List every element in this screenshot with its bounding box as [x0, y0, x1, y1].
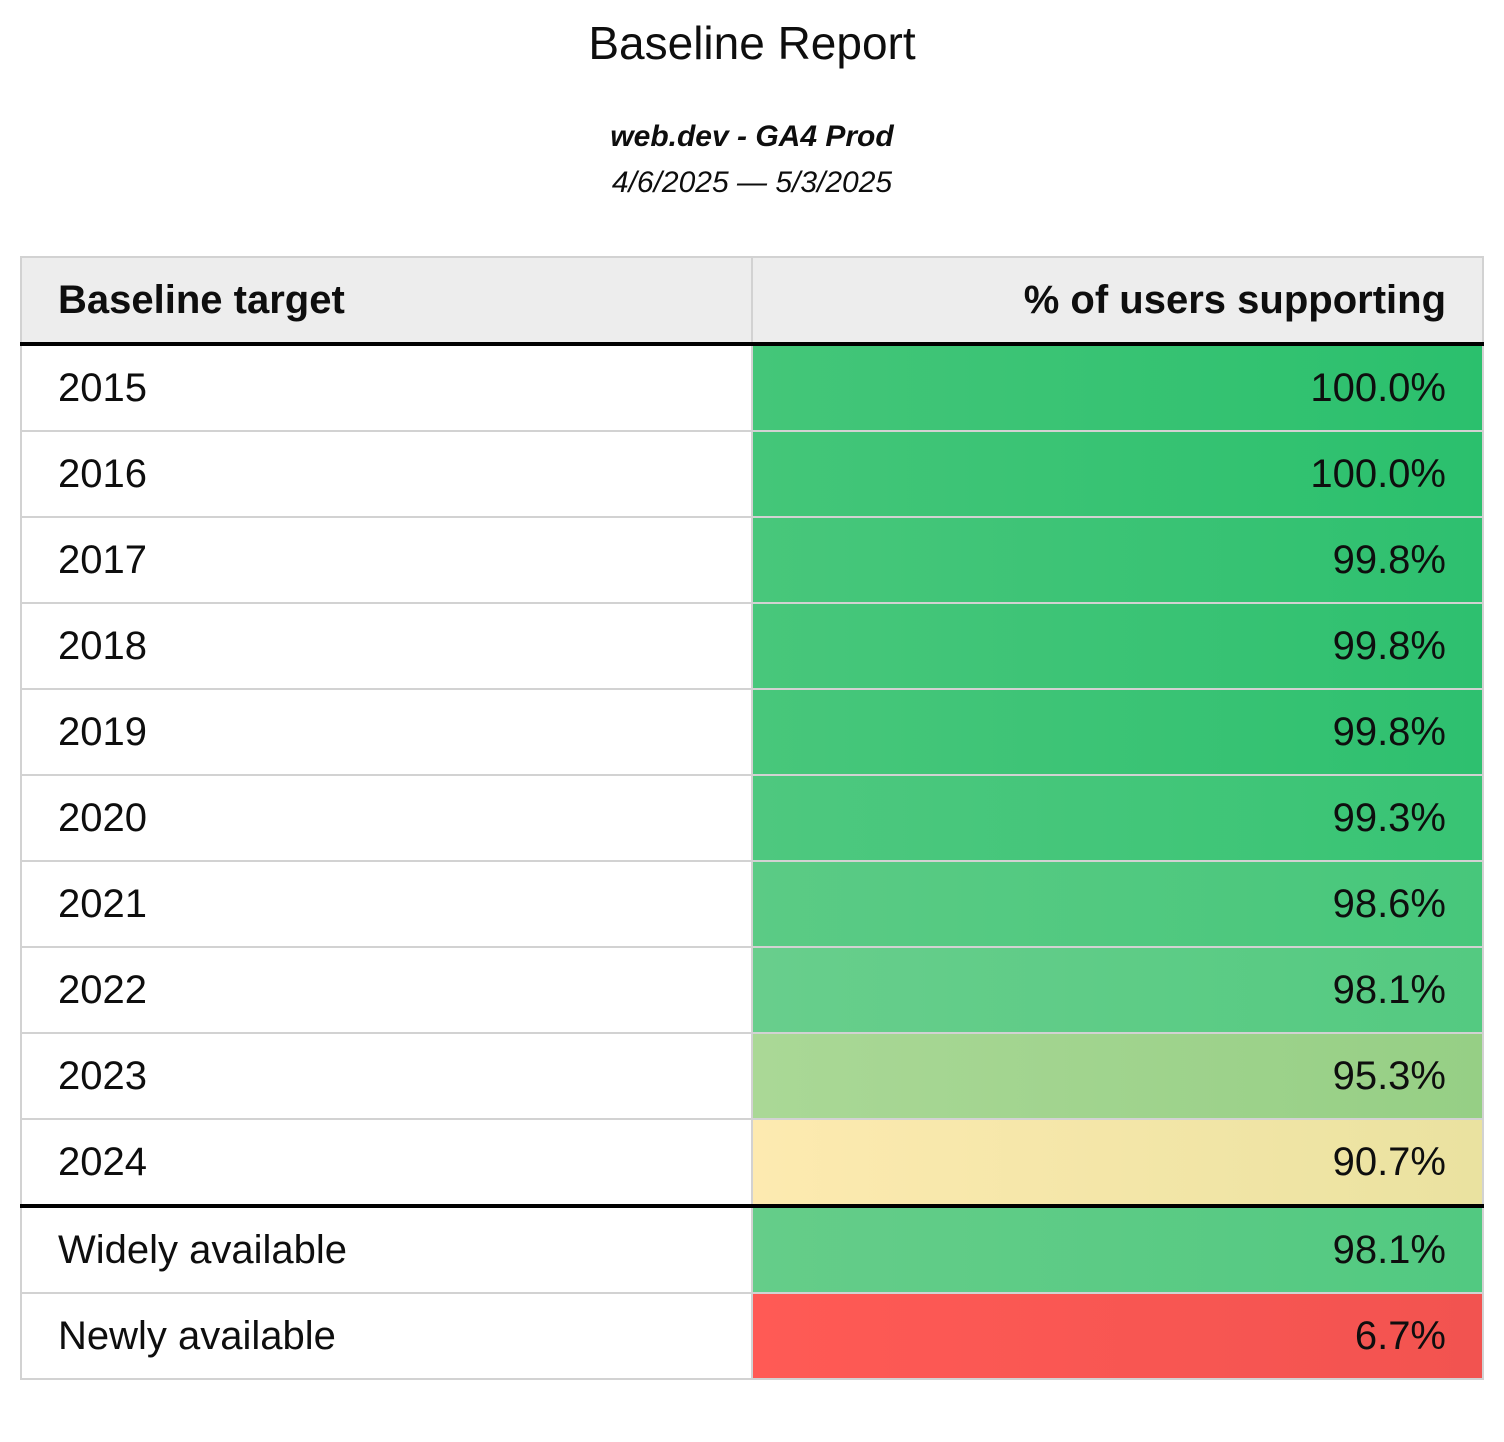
- support-percentage-cell: 98.1%: [751, 946, 1484, 1034]
- page-title: Baseline Report: [588, 17, 916, 69]
- baseline-target-cell: 2021: [20, 860, 753, 948]
- table-row: 2015 100.0%: [20, 343, 1484, 432]
- baseline-target-cell: Widely available: [20, 1204, 753, 1294]
- baseline-target-cell: 2022: [20, 946, 753, 1034]
- support-percentage-cell: 95.3%: [751, 1032, 1484, 1120]
- report-date-range: 4/6/2025 — 5/3/2025: [611, 166, 893, 199]
- table-row: 2021 98.6%: [20, 860, 1484, 948]
- table-row: 2024 90.7%: [20, 1118, 1484, 1207]
- support-percentage-cell: 6.7%: [751, 1292, 1484, 1380]
- baseline-target-cell: 2024: [20, 1118, 753, 1207]
- baseline-target-cell: 2015: [20, 343, 753, 432]
- table-row: 2022 98.1%: [20, 946, 1484, 1034]
- baseline-target-cell: 2018: [20, 602, 753, 690]
- table-row: Newly available 6.7%: [20, 1292, 1484, 1380]
- support-percentage-cell: 99.8%: [751, 602, 1484, 690]
- table-row: 2016 100.0%: [20, 430, 1484, 518]
- support-percentage-cell: 99.3%: [751, 774, 1484, 862]
- table-row: 2023 95.3%: [20, 1032, 1484, 1120]
- support-percentage-cell: 100.0%: [751, 430, 1484, 518]
- column-header-users-supporting: % of users supporting: [751, 256, 1484, 346]
- table-row: Widely available 98.1%: [20, 1204, 1484, 1294]
- baseline-report-page: Baseline Report web.dev - GA4 Prod 4/6/2…: [0, 16, 1504, 1380]
- column-header-baseline-target: Baseline target: [20, 256, 753, 346]
- support-percentage-cell: 99.8%: [751, 688, 1484, 776]
- support-percentage-cell: 90.7%: [751, 1118, 1484, 1207]
- baseline-target-cell: Newly available: [20, 1292, 753, 1380]
- baseline-target-cell: 2017: [20, 516, 753, 604]
- support-percentage-cell: 98.6%: [751, 860, 1484, 948]
- baseline-support-table: Baseline target % of users supporting 20…: [20, 256, 1484, 1380]
- table-head: Baseline target % of users supporting: [20, 256, 1484, 346]
- baseline-target-cell: 2020: [20, 774, 753, 862]
- baseline-target-cell: 2023: [20, 1032, 753, 1120]
- table-row: 2020 99.3%: [20, 774, 1484, 862]
- support-percentage-cell: 99.8%: [751, 516, 1484, 604]
- table-body: 2015 100.0% 2016 100.0% 2017 99.8% 2018 99.8% 20…: [20, 343, 1484, 1380]
- table-header-row: Baseline target % of users supporting: [20, 256, 1484, 346]
- table-row: 2019 99.8%: [20, 688, 1484, 776]
- table-row: 2018 99.8%: [20, 602, 1484, 690]
- support-percentage-cell: 98.1%: [751, 1204, 1484, 1294]
- support-percentage-cell: 100.0%: [751, 343, 1484, 432]
- baseline-target-cell: 2016: [20, 430, 753, 518]
- report-source-subtitle: web.dev - GA4 Prod: [610, 120, 894, 153]
- baseline-target-cell: 2019: [20, 688, 753, 776]
- table-row: 2017 99.8%: [20, 516, 1484, 604]
